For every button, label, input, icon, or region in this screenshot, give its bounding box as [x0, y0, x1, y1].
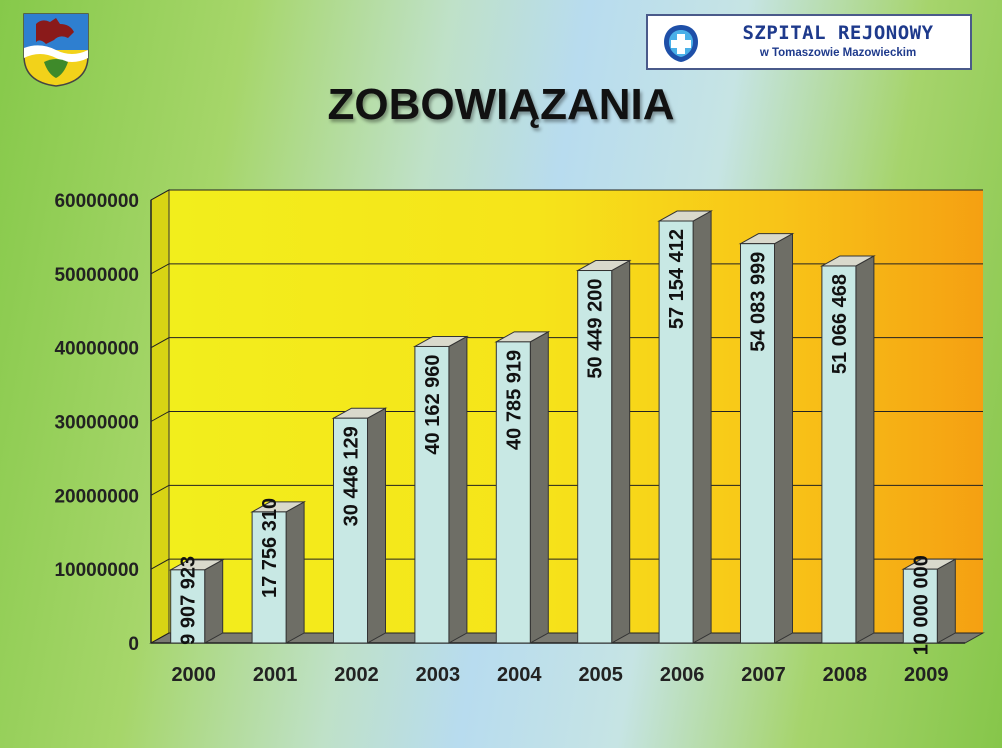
bar-front — [333, 417, 368, 644]
gridline — [150, 189, 983, 201]
x-tick-label: 2009 — [904, 664, 949, 686]
x-tick-label: 2004 — [497, 664, 542, 686]
page-title: ZOBOWIĄZANIA — [327, 80, 675, 129]
bar-side — [774, 232, 793, 644]
logo-subtitle: w Tomaszowie Mazowieckim — [759, 47, 917, 59]
bar-2002 — [331, 407, 388, 644]
gridline — [150, 337, 983, 349]
bar-2000 — [168, 558, 225, 644]
bar-front — [170, 569, 206, 644]
data-label: 40 162 960 — [422, 354, 444, 454]
bar-2005 — [575, 259, 632, 644]
bar-side — [936, 558, 956, 644]
data-label: 17 756 310 — [259, 498, 281, 598]
hospital-logo: SZPITAL REJONOWY w Tomaszowie Mazowiecki… — [646, 14, 972, 70]
gridline — [150, 558, 983, 570]
bar-side — [204, 558, 224, 644]
hospital-cross-logo-icon — [664, 25, 698, 62]
y-tick-label: 20000000 — [54, 486, 139, 507]
bar-front — [251, 511, 287, 644]
bar-front — [740, 243, 775, 644]
x-tick-label: 2002 — [334, 664, 379, 686]
bar-front — [658, 220, 694, 644]
bar-side — [448, 335, 468, 644]
gridline — [150, 411, 983, 422]
y-tick-labels: 0 10000000 20000000 30000000 40000000 5000000… — [54, 191, 139, 655]
logo-title: SZPITAL REJONOWY — [742, 22, 934, 44]
data-label: 40 785 919 — [503, 350, 525, 450]
data-labels: 9 907 923 17 756 310 30 446 129 40 162 960 4… — [178, 229, 933, 655]
data-label: 50 449 200 — [585, 279, 607, 379]
x-tick-labels: 2000 2001 2002 2003 2004 2005 2006 2007 2008 2009 — [171, 664, 948, 686]
x-tick-label: 2003 — [416, 664, 461, 686]
bar-side — [367, 407, 386, 644]
gridline — [150, 263, 983, 275]
gridline — [150, 632, 983, 644]
x-tick-label: 2006 — [660, 664, 705, 686]
x-tick-label: 2007 — [741, 664, 786, 686]
data-label: 30 446 129 — [341, 426, 363, 526]
x-tick-label: 2000 — [171, 664, 216, 686]
y-tick-label: 40000000 — [54, 339, 139, 360]
bar-side — [611, 259, 631, 644]
y-tick-label: 60000000 — [54, 191, 139, 212]
bar-front — [577, 270, 613, 644]
bars — [168, 210, 958, 644]
x-tick-label: 2001 — [253, 664, 298, 686]
y-tick-label: 50000000 — [54, 265, 139, 286]
bar-side — [855, 255, 875, 644]
bar-2001 — [250, 501, 307, 644]
bar-2007 — [738, 232, 795, 644]
bar-side — [529, 331, 549, 644]
data-label: 10 000 000 — [910, 555, 932, 655]
data-label: 9 907 923 — [178, 556, 200, 645]
data-label: 54 083 999 — [748, 252, 770, 352]
bar-2006 — [657, 210, 714, 644]
x-tick-label: 2005 — [578, 664, 623, 686]
bar-front — [414, 345, 450, 644]
y-tick-label: 0 — [128, 634, 139, 655]
bar-front — [821, 265, 857, 644]
gridline — [150, 484, 983, 496]
bar-2008 — [819, 255, 876, 644]
data-label: 51 066 468 — [829, 274, 851, 374]
y-tick-label: 10000000 — [54, 560, 139, 581]
gridlines — [150, 189, 983, 644]
bar-front — [902, 568, 938, 644]
county-coat-of-arms-icon — [23, 13, 89, 87]
y-tick-label: 30000000 — [54, 413, 139, 434]
bar-2009 — [901, 558, 958, 644]
bar-front — [495, 341, 531, 644]
data-label: 57 154 412 — [666, 229, 688, 329]
bar-side — [692, 210, 712, 644]
bar-2004 — [494, 331, 551, 644]
x-tick-label: 2008 — [823, 664, 868, 686]
bar-2003 — [412, 335, 469, 644]
bar-side — [285, 501, 305, 644]
